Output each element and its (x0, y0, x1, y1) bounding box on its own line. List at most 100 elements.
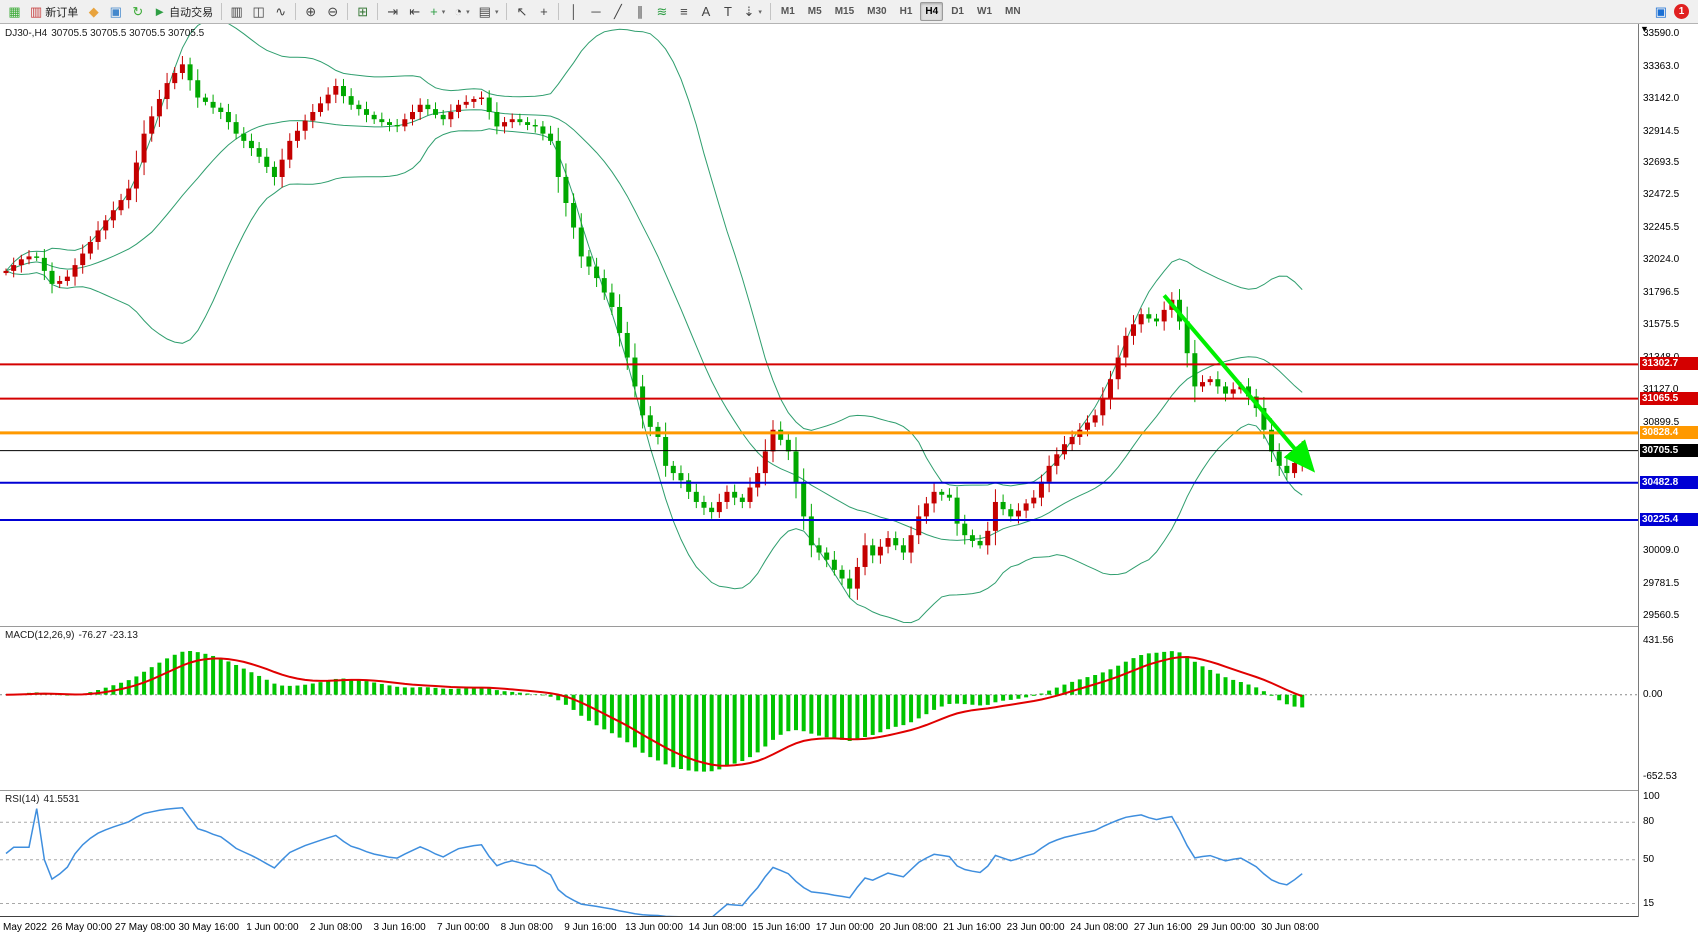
timeframe-m15-button[interactable]: M15 (834, 6, 855, 17)
timeframe-d1-button[interactable]: D1 (951, 6, 964, 17)
price-tick: 33363.0 (1643, 60, 1680, 72)
metaeditor-icon: ◆ (88, 4, 99, 19)
price-tick: 32914.5 (1643, 125, 1680, 137)
candlestick-chart[interactable] (0, 24, 1638, 626)
zoom-out-icon: ⊖ (327, 4, 339, 19)
price-axis[interactable]: 33590.0 33363.0 33142.0 32914.5 32693.5 32472… (1638, 24, 1698, 917)
periods-button[interactable]: ◔ ▾ (450, 2, 473, 22)
timeframe-m1-button[interactable]: M1 (780, 6, 795, 17)
new-chart-icon: ▦ (8, 4, 21, 19)
zoom-in-button[interactable]: ⊕ (300, 2, 321, 22)
toolbar-right-group: ▣ 1 (1655, 4, 1694, 20)
vertical-line-button[interactable]: │ (563, 2, 584, 22)
indicators-icon: + (430, 4, 438, 19)
timeframe-h4-button[interactable]: H4 (920, 2, 944, 21)
metaeditor-button[interactable]: ◆ (83, 2, 104, 22)
autotrading-icon: ► (153, 4, 167, 19)
timeframe-h1-button[interactable]: H1 (899, 6, 913, 17)
trendline-icon: ╱ (614, 4, 622, 19)
text-button[interactable]: A (695, 2, 716, 22)
cursor-button[interactable]: ↖ (511, 2, 532, 22)
auto-scroll-button[interactable]: ⇥ (382, 2, 403, 22)
macd-label: MACD(12,26,9) -76.27 -23.13 (5, 630, 142, 641)
chart-shift-marker[interactable]: ▼ (1640, 24, 1649, 34)
macd-axis-tick: 431.56 (1643, 634, 1674, 646)
time-axis-separator (0, 916, 1698, 917)
price-tick: 33590.0 (1643, 28, 1680, 39)
bar-chart-button[interactable]: ▥ (226, 2, 247, 22)
vertical-line-icon: │ (569, 4, 579, 19)
price-line-label: 30828.4 (1640, 425, 1698, 439)
rsi-panel[interactable]: RSI(14) 41.5531 (0, 791, 1638, 916)
price-tick: 29560.5 (1643, 610, 1680, 621)
refresh-button[interactable]: ↻ (127, 2, 148, 22)
price-tick: 32245.5 (1643, 222, 1680, 234)
timeframe-m30-button[interactable]: M30 (867, 6, 887, 17)
macd-chart[interactable] (0, 627, 1638, 790)
tile-windows-button[interactable]: ⊞ (352, 2, 373, 22)
timeframe-w1-button[interactable]: W1 (977, 6, 992, 17)
grid-button[interactable]: ≡ (673, 2, 694, 22)
arrows-button[interactable]: ⇣ ▾ (739, 2, 765, 22)
text-icon: A (701, 4, 711, 19)
toolbar-items: ▦ ▥ 新订单 ◆ ▣ ↻ ► 自动交易 ▥ ◫ ∿ ⊕ ⊖ ⊞ ⇥ ⇤ + ▾ ◔ ▾ ▤ ▾ ↖ + │ ─ ╱ ∥ ≋ ≡ A T ⇣ ▾ M… (4, 0, 1027, 23)
horizontal-line-button[interactable]: ─ (585, 2, 606, 22)
autotrading-button[interactable]: ► 自动交易 (149, 2, 217, 22)
line-chart-button[interactable]: ∿ (270, 2, 291, 22)
macd-values: -76.27 -23.13 (78, 630, 138, 641)
rsi-axis-tick: 100 (1643, 791, 1660, 803)
rsi-axis-tick: 15 (1643, 897, 1655, 909)
price-tick: 32472.5 (1643, 189, 1680, 201)
caret-down-icon: ▾ (466, 8, 470, 16)
toolbar-separator (558, 3, 560, 20)
price-tick: 32693.5 (1643, 157, 1680, 169)
panel-separator[interactable] (0, 626, 1698, 627)
symbol-name: DJ30-,H4 (5, 28, 48, 39)
new-order-button[interactable]: ▥ 新订单 (26, 2, 82, 22)
templates-button[interactable]: ▤ ▾ (475, 2, 503, 22)
price-line-label: 30482.8 (1640, 475, 1698, 489)
crosshair-button[interactable]: + (533, 2, 554, 22)
time-label: 15 Jun 16:00 (752, 922, 811, 933)
horizontal-line-icon: ─ (591, 4, 601, 19)
toolbar-separator (347, 3, 349, 20)
toolbar-separator (221, 3, 223, 20)
ohlc-values: 30705.5 30705.5 30705.5 30705.5 (51, 28, 205, 39)
price-tick: 31575.5 (1643, 318, 1680, 330)
zoom-out-button[interactable]: ⊖ (322, 2, 343, 22)
macd-axis-tick: -652.53 (1643, 770, 1677, 782)
text-label-icon: T (723, 4, 732, 19)
fibonacci-button[interactable]: ≋ (651, 2, 672, 22)
timeframe-m5-button[interactable]: M5 (807, 6, 822, 17)
community-icon[interactable]: ▣ (1654, 3, 1667, 19)
price-line-label: 31302.7 (1640, 357, 1698, 371)
channel-button[interactable]: ∥ (629, 2, 650, 22)
time-label: 29 Jun 00:00 (1197, 922, 1256, 933)
trendline-button[interactable]: ╱ (607, 2, 628, 22)
price-tick: 32024.0 (1643, 254, 1680, 266)
text-label-button[interactable]: T (717, 2, 738, 22)
price-tick: 31348.0 (1643, 352, 1679, 363)
rsi-label: RSI(14) 41.5531 (5, 794, 84, 805)
main-chart-panel[interactable]: DJ30-,H4 30705.5 30705.5 30705.5 30705.5 (0, 24, 1638, 626)
panel-separator[interactable] (0, 790, 1698, 791)
rsi-chart[interactable] (0, 791, 1638, 916)
market-watch-button[interactable]: ▣ (105, 2, 126, 22)
timeframe-mn-button[interactable]: MN (1005, 6, 1021, 17)
time-label: 27 May 08:00 (114, 922, 176, 933)
notification-badge[interactable]: 1 (1674, 4, 1689, 19)
macd-panel[interactable]: MACD(12,26,9) -76.27 -23.13 (0, 627, 1638, 790)
candlestick-chart-button[interactable]: ◫ (248, 2, 269, 22)
caret-down-icon: ▾ (494, 8, 499, 16)
arrows-icon: ⇣ (743, 4, 755, 19)
chart-shift-button[interactable]: ⇤ (404, 2, 425, 22)
cursor-icon: ↖ (516, 4, 528, 19)
time-label: 21 Jun 16:00 (943, 922, 1001, 933)
indicators-button[interactable]: + ▾ (426, 2, 449, 22)
auto-scroll-icon: ⇥ (387, 4, 399, 19)
bar-chart-icon: ▥ (230, 4, 243, 19)
grid-icon: ≡ (680, 4, 688, 19)
new-chart-button[interactable]: ▦ (4, 2, 25, 22)
tile-windows-icon: ⊞ (357, 4, 369, 19)
